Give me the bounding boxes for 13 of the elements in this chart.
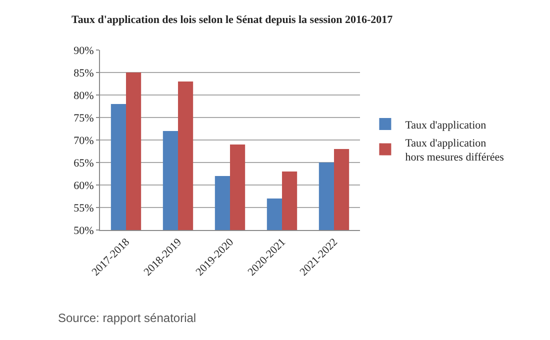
source-note: Source: rapport sénatorial bbox=[58, 311, 196, 325]
y-tick-label: 50% bbox=[74, 224, 94, 237]
legend-label: Taux d'application hors mesures différées bbox=[405, 137, 504, 164]
y-tick-label: 70% bbox=[74, 134, 94, 147]
chart-title: Taux d'application des lois selon le Sénat depuis la session 2016-2017 bbox=[72, 14, 394, 26]
y-tick-label: 65% bbox=[74, 157, 94, 170]
y-tick-label: 85% bbox=[74, 67, 94, 80]
y-tick-label: 60% bbox=[74, 180, 94, 192]
y-tick-label: 80% bbox=[74, 90, 94, 102]
y-tick-label: 75% bbox=[74, 112, 94, 124]
legend-label: Taux d'application bbox=[405, 119, 487, 132]
y-tick-label: 90% bbox=[74, 44, 94, 57]
y-tick-label: 55% bbox=[74, 202, 94, 214]
